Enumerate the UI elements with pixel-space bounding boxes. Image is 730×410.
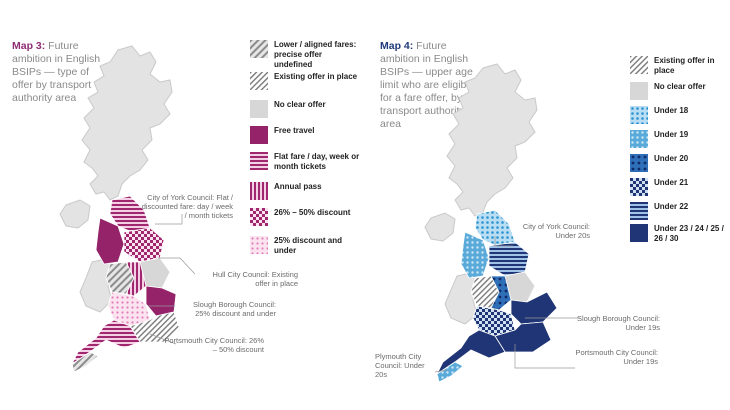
map4-portsmouth-annotation: Portsmouth City Council: Under 19s: [575, 348, 658, 366]
map4-slough-annotation: Slough Borough Council: Under 19s: [577, 314, 660, 332]
map4-plymouth-annotation: Plymouth City Council: Under 20s: [375, 352, 425, 379]
map3-panel: Map 3: Future ambition in English BSIPs …: [12, 40, 362, 373]
map4-legend-label: Under 22: [654, 202, 689, 211]
map3-legend-item: No clear offer: [250, 100, 326, 118]
map3-title-text: Future ambition in English BSIPs — type …: [12, 40, 101, 104]
map4-legend-swatch: [630, 178, 648, 196]
map3-hull-annotation: Hull City Council: Existing offer in pla…: [212, 270, 298, 288]
map4-legend: Existing offer in place No clear offer Und…: [630, 40, 726, 250]
map3-portsmouth-annotation: Portsmouth City Council: 26% – 50% disco…: [164, 336, 264, 354]
map3-yorkshire-region: [123, 227, 165, 263]
map4-legend-label: Under 20: [654, 154, 689, 163]
map4-title: Map 4: Future ambition in English BSIPs …: [380, 40, 475, 131]
map3-legend-label: Annual pass: [274, 182, 322, 191]
map4-legend-label: Under 19: [654, 130, 689, 139]
map4-legend-swatch: [630, 154, 648, 172]
map4-north-west-region: [460, 231, 490, 279]
map3-east-anglia-region: [145, 285, 177, 317]
map3-cornwall-region: [71, 351, 99, 373]
map3-uk-map: [59, 45, 196, 373]
map3-legend-label: Free travel: [274, 126, 315, 135]
map3-legend-item: 25% discount and under: [250, 236, 362, 256]
map4-legend-swatch: [630, 106, 648, 124]
map4-legend-swatch: [630, 130, 648, 148]
map3-legend-label: Lower / aligned fares: precise offer und…: [274, 40, 357, 69]
map3-legend-label: Flat fare / day, week or month tickets: [274, 152, 360, 171]
map3-legend-label: Existing offer in place: [274, 72, 358, 81]
map4-legend-swatch: [630, 202, 648, 220]
map4-title-text: Future ambition in English BSIPs — upper…: [380, 40, 475, 130]
map3-hull-leader: [158, 257, 196, 275]
map3-legend-item: Existing offer in place: [250, 72, 357, 90]
map3-legend-swatch: [250, 236, 268, 254]
map4-east-anglia-region: [510, 291, 558, 325]
map4-legend-item: Under 23 / 24 / 25 / 26 / 30: [630, 224, 726, 244]
map3-south-east-region: [129, 311, 181, 343]
map4-legend-swatch: [630, 56, 648, 74]
map3-legend-swatch: [250, 72, 268, 90]
map4-uk-map: [424, 63, 580, 383]
map3-northern-ireland-region: [59, 199, 91, 229]
map4-northern-ireland-region: [424, 212, 456, 242]
map4-legend-label: Existing offer in place: [654, 56, 715, 75]
map4-legend-item: Under 21: [630, 178, 688, 196]
map3-york-annotation: City of York Council: Flat / discounted …: [141, 193, 233, 220]
map3-legend-item: Free travel: [250, 126, 314, 144]
map3-legend-label: 25% discount and under: [274, 236, 343, 255]
map4-legend-item: Existing offer in place: [630, 56, 726, 76]
map4-portsmouth-leader: [514, 344, 575, 369]
map4-york-annotation: City of York Council: Under 20s: [522, 222, 590, 240]
map4-legend-item: Under 20: [630, 154, 688, 172]
map4-legend-swatch: [630, 224, 648, 242]
map3-legend-swatch: [250, 100, 268, 118]
map4-yorkshire-region: [488, 241, 530, 277]
map4-legend-label: No clear offer: [654, 82, 706, 91]
map3-legend-item: Lower / aligned fares: precise offer und…: [250, 40, 362, 70]
map3-york-leader: [155, 214, 183, 225]
map3-scotland-region: [81, 45, 173, 201]
map4-south-east-region: [494, 321, 552, 353]
map3-legend-swatch: [250, 126, 268, 144]
map3-portsmouth-leader: [149, 333, 177, 345]
map3-legend-swatch: [250, 152, 268, 170]
map4-legend-swatch: [630, 82, 648, 100]
map3-slough-annotation: Slough Borough Council: 25% discount and…: [193, 300, 276, 318]
map4-legend-label: Under 21: [654, 178, 689, 187]
map3-legend-swatch: [250, 182, 268, 200]
map4-plymouth-leader: [434, 369, 448, 373]
map4-legend-item: Under 19: [630, 130, 688, 148]
map3-legend-item: Flat fare / day, week or month tickets: [250, 152, 362, 172]
map3-north-west-region: [95, 217, 125, 265]
map3-title: Map 3: Future ambition in English BSIPs …: [12, 40, 107, 105]
map3-title-label: Map 3:: [12, 40, 46, 52]
map4-panel: Map 4: Future ambition in English BSIPs …: [365, 0, 730, 410]
map4-legend-item: No clear offer: [630, 82, 706, 100]
map3-legend-label: 26% – 50% discount: [274, 208, 351, 217]
map3-legend-item: Annual pass: [250, 182, 322, 200]
map4-york-leader: [494, 236, 513, 247]
map3-legend: Lower / aligned fares: precise offer und…: [250, 40, 362, 270]
map3-legend-item: 26% – 50% discount: [250, 208, 350, 226]
map4-cornwall-region: [436, 361, 464, 383]
map4-scotland-region: [446, 63, 538, 217]
map4-legend-item: Under 18: [630, 106, 688, 124]
map3-legend-swatch: [250, 40, 268, 58]
map3-legend-label: No clear offer: [274, 100, 326, 109]
map4-legend-item: Under 22: [630, 202, 688, 220]
map4-legend-label: Under 18: [654, 106, 689, 115]
map3-legend-swatch: [250, 208, 268, 226]
map4-legend-label: Under 23 / 24 / 25 / 26 / 30: [654, 224, 724, 243]
map4-title-label: Map 4:: [380, 40, 414, 52]
